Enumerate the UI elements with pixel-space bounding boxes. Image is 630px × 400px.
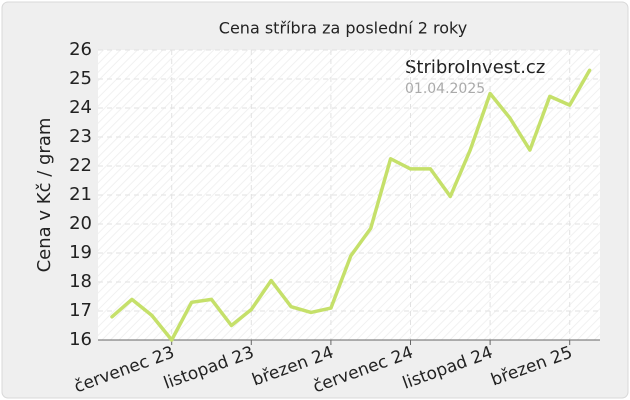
- y-tick-label: 17: [69, 300, 92, 321]
- y-tick-label: 23: [69, 126, 92, 147]
- y-tick-label: 18: [69, 271, 92, 292]
- y-tick-label: 21: [69, 184, 92, 205]
- y-tick-label: 16: [69, 329, 92, 350]
- y-tick-label: 24: [69, 97, 92, 118]
- line: [110, 68, 592, 342]
- y-tick-label: 25: [69, 68, 92, 89]
- watermark-date: 01.04.2025: [405, 81, 485, 97]
- y-tick-label: 19: [69, 242, 92, 263]
- y-axis-label: Cena v Kč / gram: [34, 118, 55, 273]
- y-tick-label: 20: [69, 213, 92, 234]
- watermark: StribroInvest.cz: [405, 57, 545, 78]
- chart-title: Cena stříbra za poslední 2 roky: [219, 19, 467, 38]
- y-tick-label: 26: [69, 39, 92, 60]
- y-tick-label: 22: [69, 155, 92, 176]
